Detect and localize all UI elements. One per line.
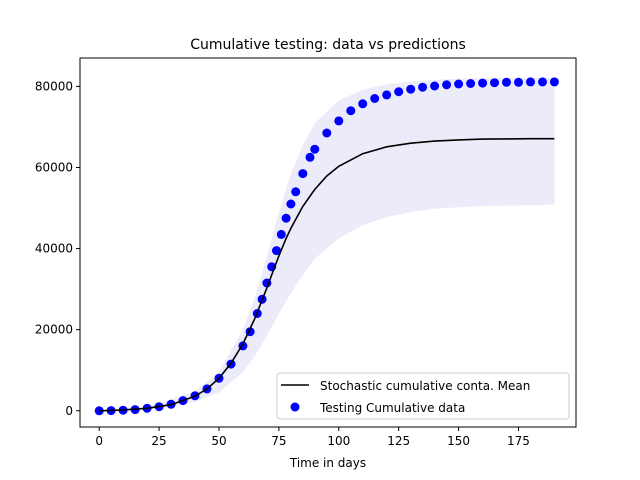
data-point <box>276 229 286 239</box>
data-point <box>291 187 301 197</box>
confidence-band <box>99 77 555 411</box>
data-point <box>322 128 332 138</box>
y-axis: 0 20000 40000 60000 80000 <box>35 79 80 418</box>
x-axis: 0 25 50 75 100 125 150 175 <box>95 427 530 448</box>
x-axis-label: Time in days <box>289 456 366 470</box>
data-point <box>442 80 452 90</box>
data-point <box>549 77 559 87</box>
chart-title: Cumulative testing: data vs predictions <box>190 37 466 53</box>
data-point <box>298 169 308 179</box>
legend-frame <box>276 372 570 420</box>
legend-label-mean: Stochastic cumulative conta. Mean <box>320 379 530 393</box>
data-point <box>272 246 281 256</box>
data-point <box>478 78 488 88</box>
data-point <box>394 87 404 97</box>
data-point <box>502 77 511 87</box>
data-point <box>370 94 380 103</box>
legend-marker-swatch <box>290 402 300 412</box>
y-tick-label: 80000 <box>35 79 73 93</box>
data-point <box>281 213 291 223</box>
data-point <box>334 116 344 126</box>
legend: Stochastic cumulative conta. Mean Testin… <box>276 372 570 420</box>
x-tick-label: 25 <box>151 434 166 448</box>
y-tick-label: 60000 <box>35 160 73 174</box>
data-point <box>418 82 428 92</box>
y-tick-label: 40000 <box>35 242 73 256</box>
mean-line <box>99 137 555 412</box>
data-point <box>526 77 535 87</box>
x-tick-label: 75 <box>271 434 286 448</box>
data-point <box>346 106 356 116</box>
data-point <box>490 78 499 88</box>
x-tick-label: 150 <box>447 434 470 448</box>
x-tick-label: 175 <box>507 434 530 448</box>
plot-area <box>79 57 577 428</box>
data-point <box>430 81 440 91</box>
data-point <box>310 144 320 154</box>
y-tick-label: 0 <box>65 404 73 418</box>
data-point <box>466 79 476 88</box>
data-point <box>305 152 315 162</box>
data-point <box>454 79 464 89</box>
data-point <box>286 199 296 209</box>
x-tick-label: 0 <box>95 434 103 448</box>
data-point <box>382 90 392 100</box>
data-point <box>514 77 523 87</box>
data-point <box>538 77 547 87</box>
data-point <box>406 84 416 94</box>
legend-label-data: Testing Cumulative data <box>319 401 465 415</box>
x-tick-label: 50 <box>211 434 226 448</box>
y-tick-label: 20000 <box>35 323 73 337</box>
x-tick-label: 100 <box>327 434 350 448</box>
axes-frame <box>79 57 577 428</box>
x-tick-label: 125 <box>387 434 410 448</box>
data-point <box>358 99 368 109</box>
